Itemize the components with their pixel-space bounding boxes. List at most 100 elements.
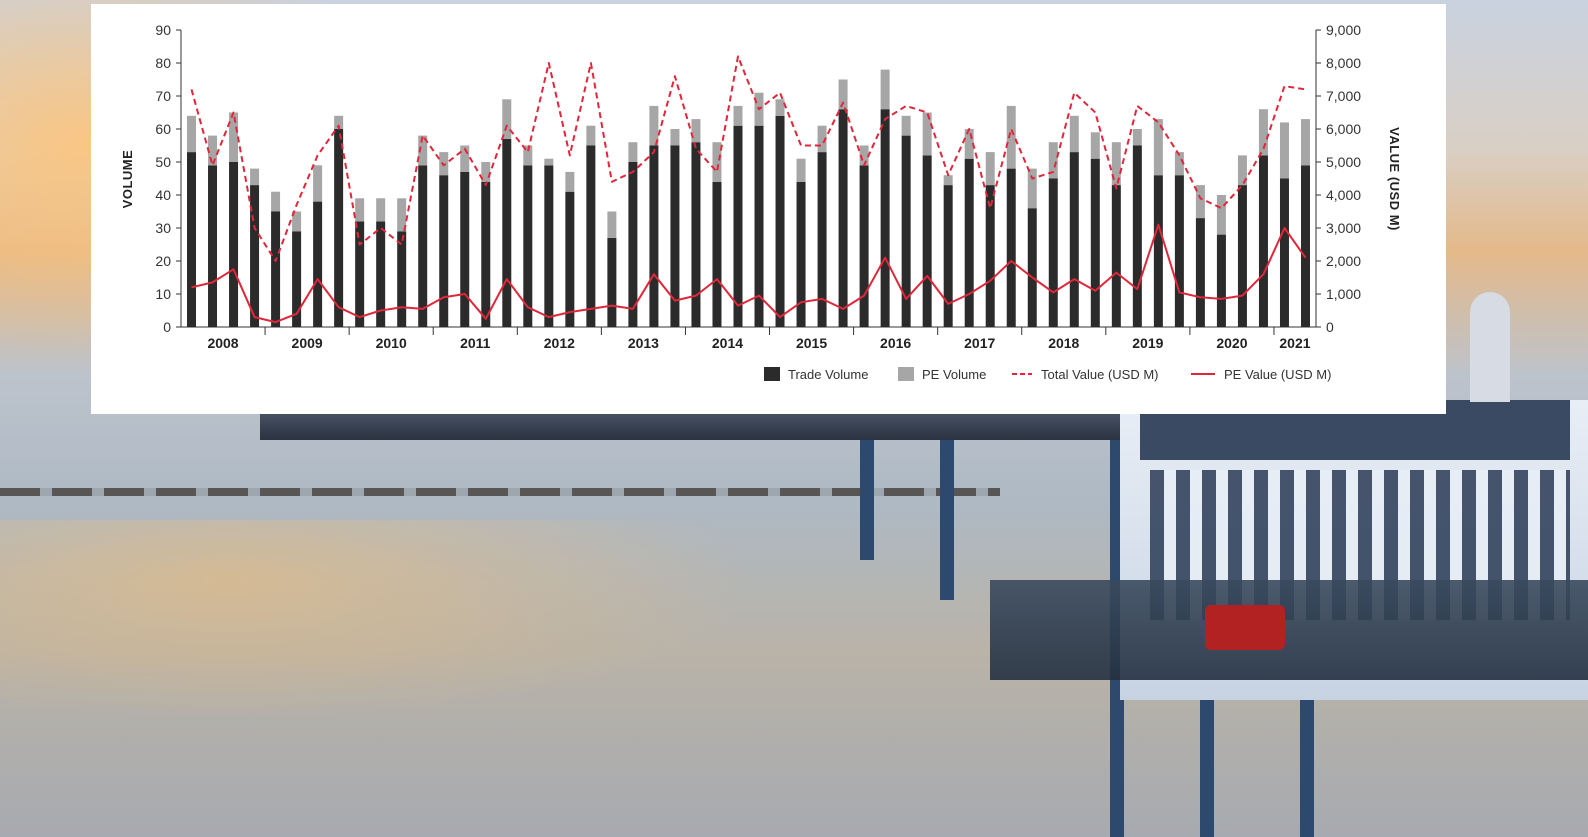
bar-trade-volume — [922, 155, 932, 327]
bar-pe-volume — [1153, 119, 1163, 176]
year-label: 2016 — [880, 335, 911, 351]
bar-pe-volume — [565, 171, 575, 192]
bar-trade-volume — [1279, 178, 1289, 327]
bar-trade-volume — [817, 152, 827, 327]
bar-trade-volume — [880, 109, 890, 327]
bar-trade-volume — [586, 145, 596, 327]
bar-pe-volume — [817, 125, 827, 153]
y-right-tick-label: 0 — [1326, 319, 1334, 335]
bar-trade-volume — [418, 165, 428, 327]
bar-pe-volume — [985, 152, 995, 186]
bar-pe-volume — [649, 105, 659, 146]
bar-pe-volume — [1300, 119, 1310, 166]
bar-pe-volume — [775, 99, 785, 116]
bar-pe-volume — [460, 145, 470, 172]
bar-pe-volume — [229, 112, 239, 162]
bar-pe-volume — [670, 129, 680, 146]
bar-trade-volume — [670, 145, 680, 327]
bar-trade-volume — [208, 165, 218, 327]
bar-trade-volume — [901, 135, 911, 327]
year-label: 2012 — [544, 335, 575, 351]
bar-pe-volume — [964, 129, 974, 159]
x-axis-year-ticks: 2008 2009 2010 2011 2012 2013 2014 2015 2016 2017… — [207, 327, 1311, 351]
chart: 0 10 20 30 40 50 60 70 80 90 0 1,000 2,000 3,000 4,00… — [120, 22, 1402, 382]
bar-trade-volume — [460, 171, 470, 327]
y-axis-right-ticks: 0 1,000 2,000 3,000 4,000 5,000 6,000 7,000 8,00… — [1316, 22, 1361, 335]
year-label: 2009 — [292, 335, 323, 351]
y-left-tick-label: 20 — [155, 253, 171, 269]
bar-trade-volume — [376, 221, 386, 327]
y-left-tick-label: 0 — [163, 319, 171, 335]
bar-trade-volume — [943, 185, 953, 327]
bar-pe-volume — [187, 115, 197, 153]
pavilion-tower — [1470, 292, 1510, 402]
bar-trade-volume — [838, 109, 848, 327]
bar-pe-volume — [943, 175, 953, 186]
bar-pe-volume — [208, 135, 218, 166]
bar-pe-volume — [1111, 142, 1121, 186]
y-right-tick-label: 7,000 — [1326, 88, 1361, 104]
water-reflection — [0, 520, 760, 720]
bar-pe-volume — [1279, 122, 1289, 179]
bar-trade-volume — [964, 158, 974, 327]
bar-pe-volume — [1237, 155, 1247, 186]
bar-pe-volume — [313, 165, 323, 202]
bar-pe-volume — [1006, 105, 1016, 169]
bar-pe-volume — [712, 142, 722, 182]
bar-trade-volume — [1216, 234, 1226, 327]
year-label: 2014 — [712, 335, 743, 351]
bar-trade-volume — [733, 125, 743, 327]
bar-pe-volume — [922, 112, 932, 156]
bar-pe-volume — [334, 115, 344, 129]
bar-trade-volume — [439, 175, 449, 327]
bar-pe-volume — [628, 142, 638, 162]
bar-pe-volume — [796, 158, 806, 182]
chart-panel: 0 10 20 30 40 50 60 70 80 90 0 1,000 2,000 3,000 4,00… — [91, 4, 1446, 414]
breakwater-posts — [0, 488, 1000, 496]
bar-pe-volume — [607, 211, 617, 238]
bar-pe-volume — [481, 162, 491, 182]
y-left-tick-label: 80 — [155, 55, 171, 71]
value-lines — [190, 55, 1307, 324]
bar-trade-volume — [1006, 168, 1016, 327]
bar-pe-volume — [1069, 115, 1079, 153]
bar-trade-volume — [712, 181, 722, 327]
bar-trade-volume — [628, 162, 638, 327]
y-axis-left-title: VOLUME — [120, 150, 135, 209]
bar-trade-volume — [250, 185, 260, 327]
y-left-tick-label: 60 — [155, 121, 171, 137]
bar-pe-volume — [502, 99, 512, 139]
bar-trade-volume — [1069, 152, 1079, 327]
bar-pe-volume — [1132, 129, 1142, 146]
y-left-tick-label: 90 — [155, 22, 171, 38]
bar-pe-volume — [418, 135, 428, 166]
bar-trade-volume — [607, 237, 617, 327]
bar-trade-volume — [397, 231, 407, 327]
bar-trade-volume — [1300, 165, 1310, 327]
y-left-tick-label: 10 — [155, 286, 171, 302]
bar-pe-volume — [1090, 132, 1100, 159]
bar-pe-volume — [397, 198, 407, 232]
bar-pe-volume — [1027, 168, 1037, 209]
bar-pe-volume — [292, 211, 302, 232]
bar-trade-volume — [649, 145, 659, 327]
bar-pe-volume — [1195, 185, 1205, 219]
bar-trade-volume — [859, 165, 869, 327]
legend-label-trade-volume: Trade Volume — [788, 367, 868, 382]
bar-trade-volume — [985, 185, 995, 327]
year-label: 2020 — [1216, 335, 1247, 351]
y-right-tick-label: 1,000 — [1326, 286, 1361, 302]
axes — [180, 30, 1317, 328]
bar-pe-volume — [271, 191, 281, 212]
year-label: 2018 — [1048, 335, 1079, 351]
legend-label-pe-value: PE Value (USD M) — [1224, 367, 1331, 382]
y-left-tick-label: 30 — [155, 220, 171, 236]
bar-trade-volume — [271, 211, 281, 327]
y-right-tick-label: 4,000 — [1326, 187, 1361, 203]
bar-pe-volume — [544, 158, 554, 166]
year-label: 2021 — [1279, 335, 1310, 351]
year-label: 2015 — [796, 335, 827, 351]
bar-trade-volume — [754, 125, 764, 327]
bar-trade-volume — [796, 181, 806, 327]
legend-label-total-value: Total Value (USD M) — [1041, 367, 1159, 382]
